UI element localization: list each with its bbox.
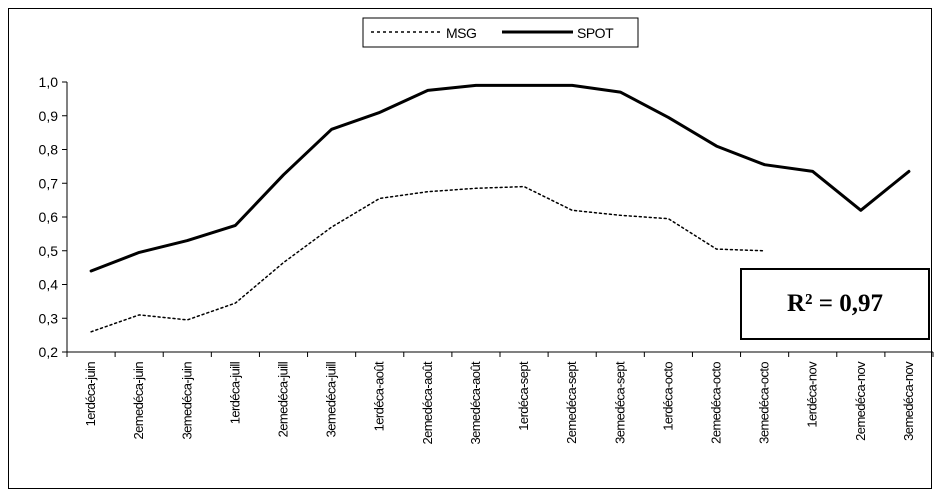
x-tick-label: 2emedéca-août	[420, 361, 435, 445]
x-tick-label: 1erdéca-juin	[83, 362, 98, 427]
x-tick-label: 3emedéca-nov	[901, 361, 916, 441]
y-tick-label: 0,3	[39, 310, 59, 326]
y-tick-label: 0,9	[39, 108, 59, 124]
series-line-spot	[89, 83, 911, 273]
x-tick-label: 3emedéca-juill	[324, 361, 339, 437]
series-layer	[89, 83, 911, 333]
x-tick-label: 1erdéca-sept	[516, 361, 531, 431]
x-tick-label: 2emedéca-octo	[709, 362, 724, 444]
x-tick-label: 1erdéca-août	[372, 361, 387, 431]
x-tick-label: 2emedéca-juin	[131, 362, 146, 440]
x-tick-label: 2emedéca-nov	[853, 361, 868, 441]
x-tick-label: 3emedéca-août	[468, 361, 483, 445]
legend-spot-label: SPOT	[577, 25, 614, 41]
y-tick-label: 0,8	[39, 142, 59, 158]
x-tick-label: 3emedéca-octo	[757, 362, 772, 444]
r-squared-box: R² = 0,97	[740, 268, 930, 340]
axes: 0,2 0,3 0,4 0,5 0,6 0,7 0,8 0,9 1,0 1erdéca-juin 2…	[39, 74, 934, 445]
r-squared-label: R² = 0,97	[786, 290, 884, 317]
x-tick-label: 1erdéca-octo	[660, 362, 675, 431]
y-tick-label: 0,7	[39, 175, 59, 191]
y-tick-label: 0,4	[39, 277, 59, 293]
x-tick-label: 2emedéca-sept	[564, 361, 579, 444]
x-tick-label: 3emedéca-sept	[612, 361, 627, 444]
x-tick-label: 2emedéca-juill	[276, 361, 291, 437]
x-tick-label: 1erdéca-juill	[227, 361, 242, 424]
legend: MSG SPOT	[362, 17, 639, 48]
series-line-msg	[90, 185, 766, 333]
legend-msg-label: MSG	[446, 25, 476, 41]
y-tick-label: 0,2	[39, 344, 59, 360]
y-tick-label: 0,6	[39, 209, 59, 225]
x-tick-label: 3emedéca-juin	[179, 362, 194, 440]
x-tick-label: 1erdéca-nov	[805, 361, 820, 428]
chart-frame	[8, 8, 932, 489]
y-tick-label: 0,5	[39, 243, 59, 259]
y-tick-label: 1,0	[39, 74, 59, 90]
